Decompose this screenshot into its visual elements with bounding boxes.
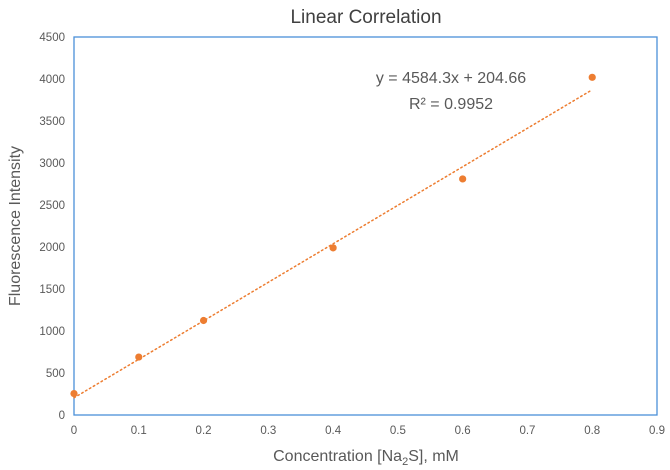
x-tick-label: 0 — [71, 425, 77, 437]
data-points — [70, 73, 596, 398]
y-tick-label: 4500 — [39, 32, 65, 44]
x-axis-label-suffix: S], mM — [408, 448, 459, 465]
y-tick-label: 3000 — [39, 158, 65, 170]
y-tick-label: 1500 — [39, 284, 65, 296]
x-tick-label: 0.2 — [196, 425, 212, 437]
y-tick-label: 2500 — [39, 200, 65, 212]
y-axis-label: Fluorescence Intensity — [7, 146, 24, 306]
y-tick-label: 2000 — [39, 242, 65, 254]
x-tick-label: 0.4 — [325, 425, 342, 437]
x-axis-label-subscript: 2 — [402, 456, 408, 468]
x-tick-label: 0.6 — [455, 425, 471, 437]
x-axis-label: Concentration [Na2S], mM — [273, 448, 459, 468]
trendline-equation: y = 4584.3x + 204.66 — [376, 70, 526, 87]
x-tick-label: 0.9 — [649, 425, 665, 437]
x-tick-label: 0.3 — [260, 425, 276, 437]
data-point — [459, 175, 467, 183]
x-axis-ticks: 0 0.1 0.2 0.3 0.4 0.5 0.6 0.7 0.8 0.9 — [71, 425, 665, 437]
y-tick-label: 3500 — [39, 116, 65, 128]
chart-title: Linear Correlation — [290, 7, 441, 28]
y-axis-ticks: 0 500 1000 1500 2000 2500 3000 3500 4000 4500 — [39, 32, 65, 422]
plot-area-frame — [73, 36, 658, 416]
data-point — [70, 389, 78, 398]
x-tick-label: 0.1 — [131, 425, 147, 437]
data-point — [588, 73, 596, 81]
y-tick-label: 4000 — [39, 74, 65, 86]
x-tick-label: 0.7 — [519, 425, 535, 437]
data-point — [199, 316, 208, 325]
x-axis-label-prefix: Concentration [Na — [273, 448, 402, 465]
x-tick-label: 0.8 — [584, 425, 600, 437]
y-tick-label: 500 — [46, 368, 65, 380]
data-point — [329, 244, 337, 252]
data-point — [135, 353, 143, 361]
r-squared-label: R² = 0.9952 — [409, 96, 493, 113]
x-tick-label: 0.5 — [390, 425, 406, 437]
y-tick-label: 1000 — [39, 326, 65, 338]
trendline — [73, 88, 593, 399]
y-tick-label: 0 — [59, 410, 65, 422]
